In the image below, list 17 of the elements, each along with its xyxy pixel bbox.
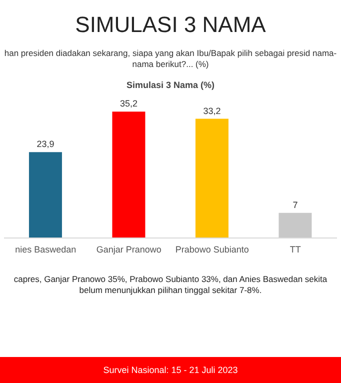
text: Survei Nasional: 15 - 21 Juli 2023 bbox=[0, 357, 341, 383]
bar bbox=[112, 112, 146, 238]
x-tick-label: Ganjar Pranowo bbox=[96, 244, 162, 254]
bar bbox=[195, 118, 228, 238]
text: Simulasi 3 Nama (%) bbox=[125, 80, 216, 90]
data-label: 7 bbox=[292, 200, 298, 210]
data-label: 23,9 bbox=[36, 139, 54, 150]
bar bbox=[28, 152, 62, 238]
x-tick-label: TT bbox=[290, 244, 302, 254]
chart-title: SIMULASI 3 NAMA bbox=[74, 12, 267, 38]
text: capres, Ganjar Pranowo 35%, Prabowo Subianto 33%, dan Anies Baswedan sekita belum menunjukkan pilihan tinggal sekitar 7-8%. bbox=[12, 274, 328, 296]
x-tick-label: Prabowo Subianto bbox=[175, 244, 249, 254]
chart-subtitle: han presiden diadakan sekarang, siapa yang akan Ibu/Bapak pilih sebagai presid nama-nama berikut?... (%) bbox=[4, 48, 337, 70]
bar bbox=[278, 212, 312, 238]
data-label: 35,2 bbox=[120, 98, 138, 109]
data-label: 33,2 bbox=[203, 106, 221, 116]
x-tick-label: nies Baswedan bbox=[15, 244, 76, 254]
